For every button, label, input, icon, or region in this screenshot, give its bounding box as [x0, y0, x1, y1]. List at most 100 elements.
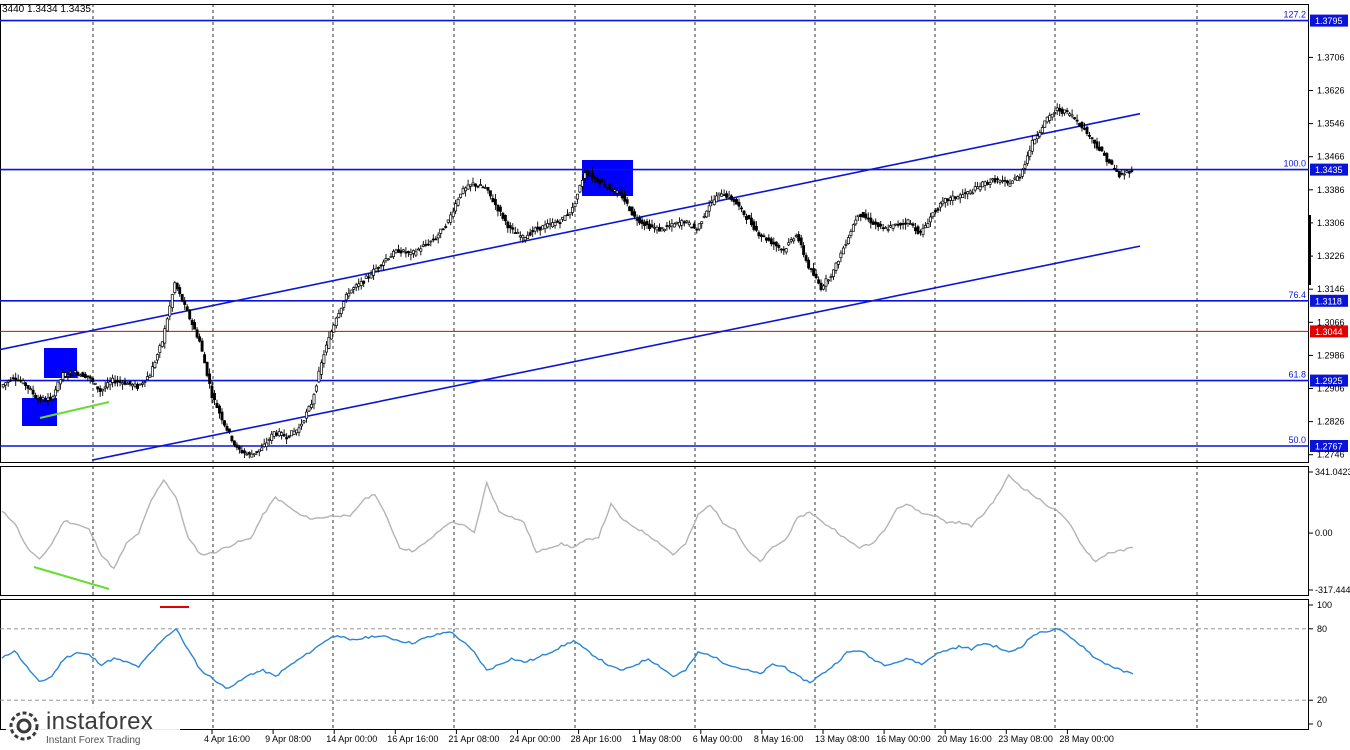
brand-tagline: Instant Forex Trading — [46, 735, 141, 746]
candle-body — [1065, 110, 1069, 112]
candle-body — [235, 444, 239, 448]
candle-body — [265, 442, 269, 447]
candle-body — [163, 328, 167, 344]
candle-body — [384, 258, 388, 262]
candle-body — [16, 379, 20, 382]
candle-body — [752, 221, 756, 230]
candle-body — [610, 189, 614, 192]
candle-body — [337, 313, 341, 318]
candle-body — [245, 453, 249, 456]
macd-tick-label: 341.0423 — [1315, 467, 1350, 477]
candle-body — [839, 252, 843, 259]
price-tick-label: 1.3306 — [1317, 218, 1345, 228]
time-tick-label: 9 Apr 08:00 — [265, 734, 311, 744]
candle-body — [926, 223, 930, 228]
candle-body — [307, 406, 311, 412]
candle-body — [270, 433, 274, 441]
candle-body — [190, 320, 194, 326]
candle-body — [536, 226, 540, 230]
candle-body — [131, 384, 134, 387]
candle-body — [799, 237, 803, 246]
candle-body — [173, 282, 177, 293]
candle-body — [620, 193, 624, 199]
candle-body — [362, 280, 366, 284]
price-tick-label: 1.3146 — [1317, 284, 1345, 294]
candle-body — [1055, 107, 1059, 111]
candle-body — [941, 200, 945, 205]
candle-body — [1001, 180, 1004, 182]
candle-body — [409, 251, 413, 256]
candle-body — [1080, 122, 1084, 129]
candle-body — [613, 189, 617, 192]
candle-body — [103, 386, 107, 389]
price-tick-label: 1.3706 — [1317, 52, 1345, 62]
candle-body — [986, 182, 990, 185]
candle-body — [909, 223, 912, 225]
candle-body — [871, 221, 875, 225]
candle-body — [667, 225, 671, 228]
candle-body — [595, 177, 599, 183]
candle-body — [948, 197, 952, 201]
candle-body — [638, 217, 642, 224]
candle-body — [717, 192, 721, 196]
candle-body — [685, 220, 689, 223]
candle-body — [101, 388, 105, 392]
candle-body — [143, 381, 147, 384]
candle-body — [889, 225, 893, 228]
candle-body — [449, 214, 453, 223]
time-tick-label: 4 Apr 16:00 — [204, 734, 250, 744]
candle-body — [749, 217, 753, 226]
rsi-tick-label: 20 — [1317, 695, 1327, 705]
candle-body — [886, 229, 890, 231]
candle-body — [618, 191, 622, 194]
candle-body — [319, 362, 323, 375]
candle-body — [150, 366, 154, 377]
candle-body — [556, 220, 560, 223]
candle-body — [401, 249, 405, 252]
candle-body — [794, 235, 798, 237]
candle-body — [1, 384, 5, 388]
candle-body — [481, 186, 485, 189]
candle-body — [96, 386, 100, 390]
candle-body — [1127, 171, 1131, 174]
candle-body — [625, 199, 629, 204]
candle-body — [722, 194, 726, 196]
candle-body — [118, 381, 122, 383]
candle-body — [973, 186, 977, 191]
candle-body — [1120, 172, 1124, 175]
candle-body — [466, 184, 470, 190]
candle-body — [198, 336, 202, 342]
candle-body — [369, 274, 373, 279]
candle-body — [754, 225, 758, 231]
candle-body — [1018, 176, 1022, 179]
candle-body — [720, 193, 724, 197]
candle-body — [382, 261, 386, 266]
candle-body — [658, 227, 661, 232]
candle-body — [429, 240, 433, 243]
candle-body — [896, 223, 900, 226]
candle-body — [354, 284, 358, 288]
level-tag-0 — [1310, 14, 1348, 27]
rsi-line — [1, 627, 1134, 689]
candle-body — [797, 234, 801, 242]
candle-body — [347, 293, 351, 297]
candle-body — [334, 317, 338, 326]
candle-body — [86, 375, 90, 378]
candle-body — [275, 432, 279, 436]
candle-body — [593, 176, 597, 179]
candle-body — [757, 232, 761, 237]
level-value-3: 1.3044 — [1315, 327, 1343, 337]
candle-body — [817, 279, 821, 284]
candle-body — [687, 222, 691, 226]
candle-body — [175, 282, 179, 290]
rsi-indicator: 100 80 20 0 — [0, 600, 1332, 729]
candle-body — [1010, 180, 1014, 184]
candle-body — [585, 170, 589, 176]
time-tick-label: 21 Apr 08:00 — [448, 734, 499, 744]
candle-body — [598, 179, 602, 185]
candle-body — [774, 241, 778, 247]
macd-tick-label: 0.00 — [1315, 528, 1333, 538]
candle-body — [732, 198, 736, 202]
candle-body — [83, 373, 87, 379]
candle-body — [165, 318, 169, 332]
